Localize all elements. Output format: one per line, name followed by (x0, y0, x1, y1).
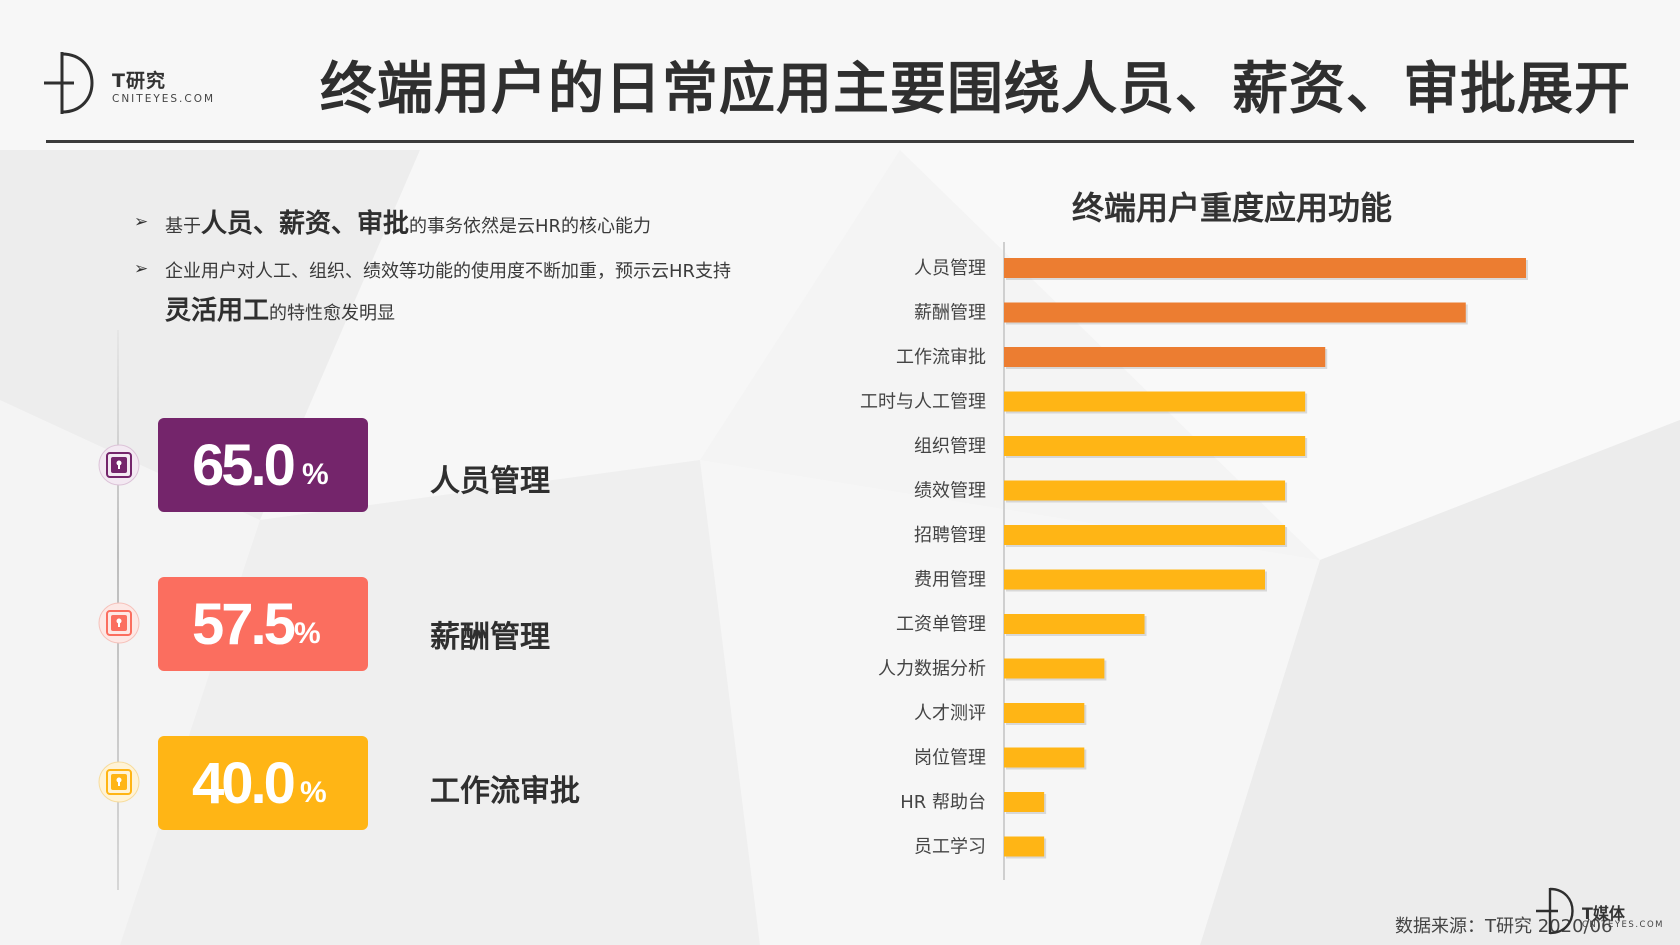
bar (1004, 347, 1326, 367)
bullet-1-prefix: 基于 (165, 216, 201, 237)
kpi-unit: % (294, 617, 321, 650)
bar (1004, 525, 1286, 545)
category-label: 员工学习 (914, 837, 986, 858)
bar (1004, 391, 1306, 412)
media-domain: CNITEYES.COM (1582, 920, 1664, 930)
kpi-value: 57.5 (192, 592, 296, 657)
brand-name: T研究 (112, 70, 166, 92)
category-label: 组织管理 (914, 436, 986, 457)
category-label: 岗位管理 (914, 748, 986, 769)
bar (1004, 836, 1045, 857)
kpi-card-workflow: 40.0 % (158, 736, 368, 830)
data-source: 数据来源：T研究 2020/06 (1395, 916, 1613, 937)
kpi-value: 40.0 (192, 751, 296, 816)
bullet-point-1: 基于人员、薪资、审批的事务依然是云HR的核心能力 (165, 203, 651, 240)
bar (1004, 792, 1045, 812)
kpi-card-payroll: 57.5 % (158, 577, 368, 671)
bar (1004, 747, 1085, 768)
bar-chart-svg: 人员管理薪酬管理工作流审批工时与人工管理组织管理绩效管理招聘管理费用管理工资单管… (860, 242, 1528, 880)
page-title: 终端用户的日常应用主要围绕人员、薪资、审批展开 (320, 57, 1631, 122)
bullet-arrow-icon: ➢ (134, 212, 149, 232)
bullet-1-suffix: 的事务依然是云HR的核心能力 (409, 216, 652, 237)
category-label: 工作流审批 (896, 347, 986, 368)
bar (1004, 569, 1265, 590)
bullet-point-2: 企业用户对人工、组织、绩效等功能的使用度不断加重，预示云HR支持 (165, 261, 732, 282)
bullet-arrow-icon: ➢ (134, 259, 149, 279)
bar (1004, 302, 1466, 323)
category-label: 费用管理 (914, 570, 986, 591)
lock-icon (98, 602, 140, 644)
lock-icon (98, 761, 140, 803)
kpi-label: 人员管理 (430, 464, 550, 499)
category-label: HR 帮助台 (900, 792, 986, 813)
bullet-point-2-cont: 灵活用工的特性愈发明显 (165, 290, 395, 327)
kpi-unit: % (300, 776, 327, 809)
category-label: 招聘管理 (914, 525, 986, 546)
category-label: 人才测评 (914, 703, 986, 724)
category-label: 人力数据分析 (878, 659, 986, 680)
category-label: 人员管理 (914, 258, 986, 279)
category-label: 薪酬管理 (914, 303, 986, 324)
bar (1004, 480, 1286, 501)
media-logo-icon (1536, 887, 1574, 935)
chart-title: 终端用户重度应用功能 (1072, 189, 1393, 227)
brand-domain: CNITEYES.COM (112, 93, 216, 105)
kpi-label: 薪酬管理 (430, 620, 550, 655)
media-name: T媒体 (1582, 904, 1625, 923)
bar (1004, 614, 1145, 634)
header-divider (46, 140, 1634, 143)
bar (1004, 658, 1105, 679)
kpi-card-personnel: 65.0 % (158, 418, 368, 512)
category-label: 工时与人工管理 (860, 392, 986, 413)
category-label: 工资单管理 (896, 614, 986, 635)
kpi-label: 工作流审批 (430, 774, 580, 809)
lock-icon (98, 444, 140, 486)
brand-logo-icon (44, 52, 94, 114)
bar (1004, 436, 1306, 456)
bar (1004, 703, 1085, 723)
kpi-unit: % (302, 458, 329, 491)
category-label: 绩效管理 (914, 481, 986, 502)
bar-chart: 人员管理薪酬管理工作流审批工时与人工管理组织管理绩效管理招聘管理费用管理工资单管… (780, 240, 1680, 890)
bullet-2-suffix: 的特性愈发明显 (269, 303, 396, 324)
kpi-value: 65.0 (192, 433, 296, 498)
bullet-2-emphasis: 灵活用工 (165, 296, 270, 326)
bullet-1-emphasis: 人员、薪资、审批 (201, 209, 410, 239)
bar (1004, 258, 1526, 278)
